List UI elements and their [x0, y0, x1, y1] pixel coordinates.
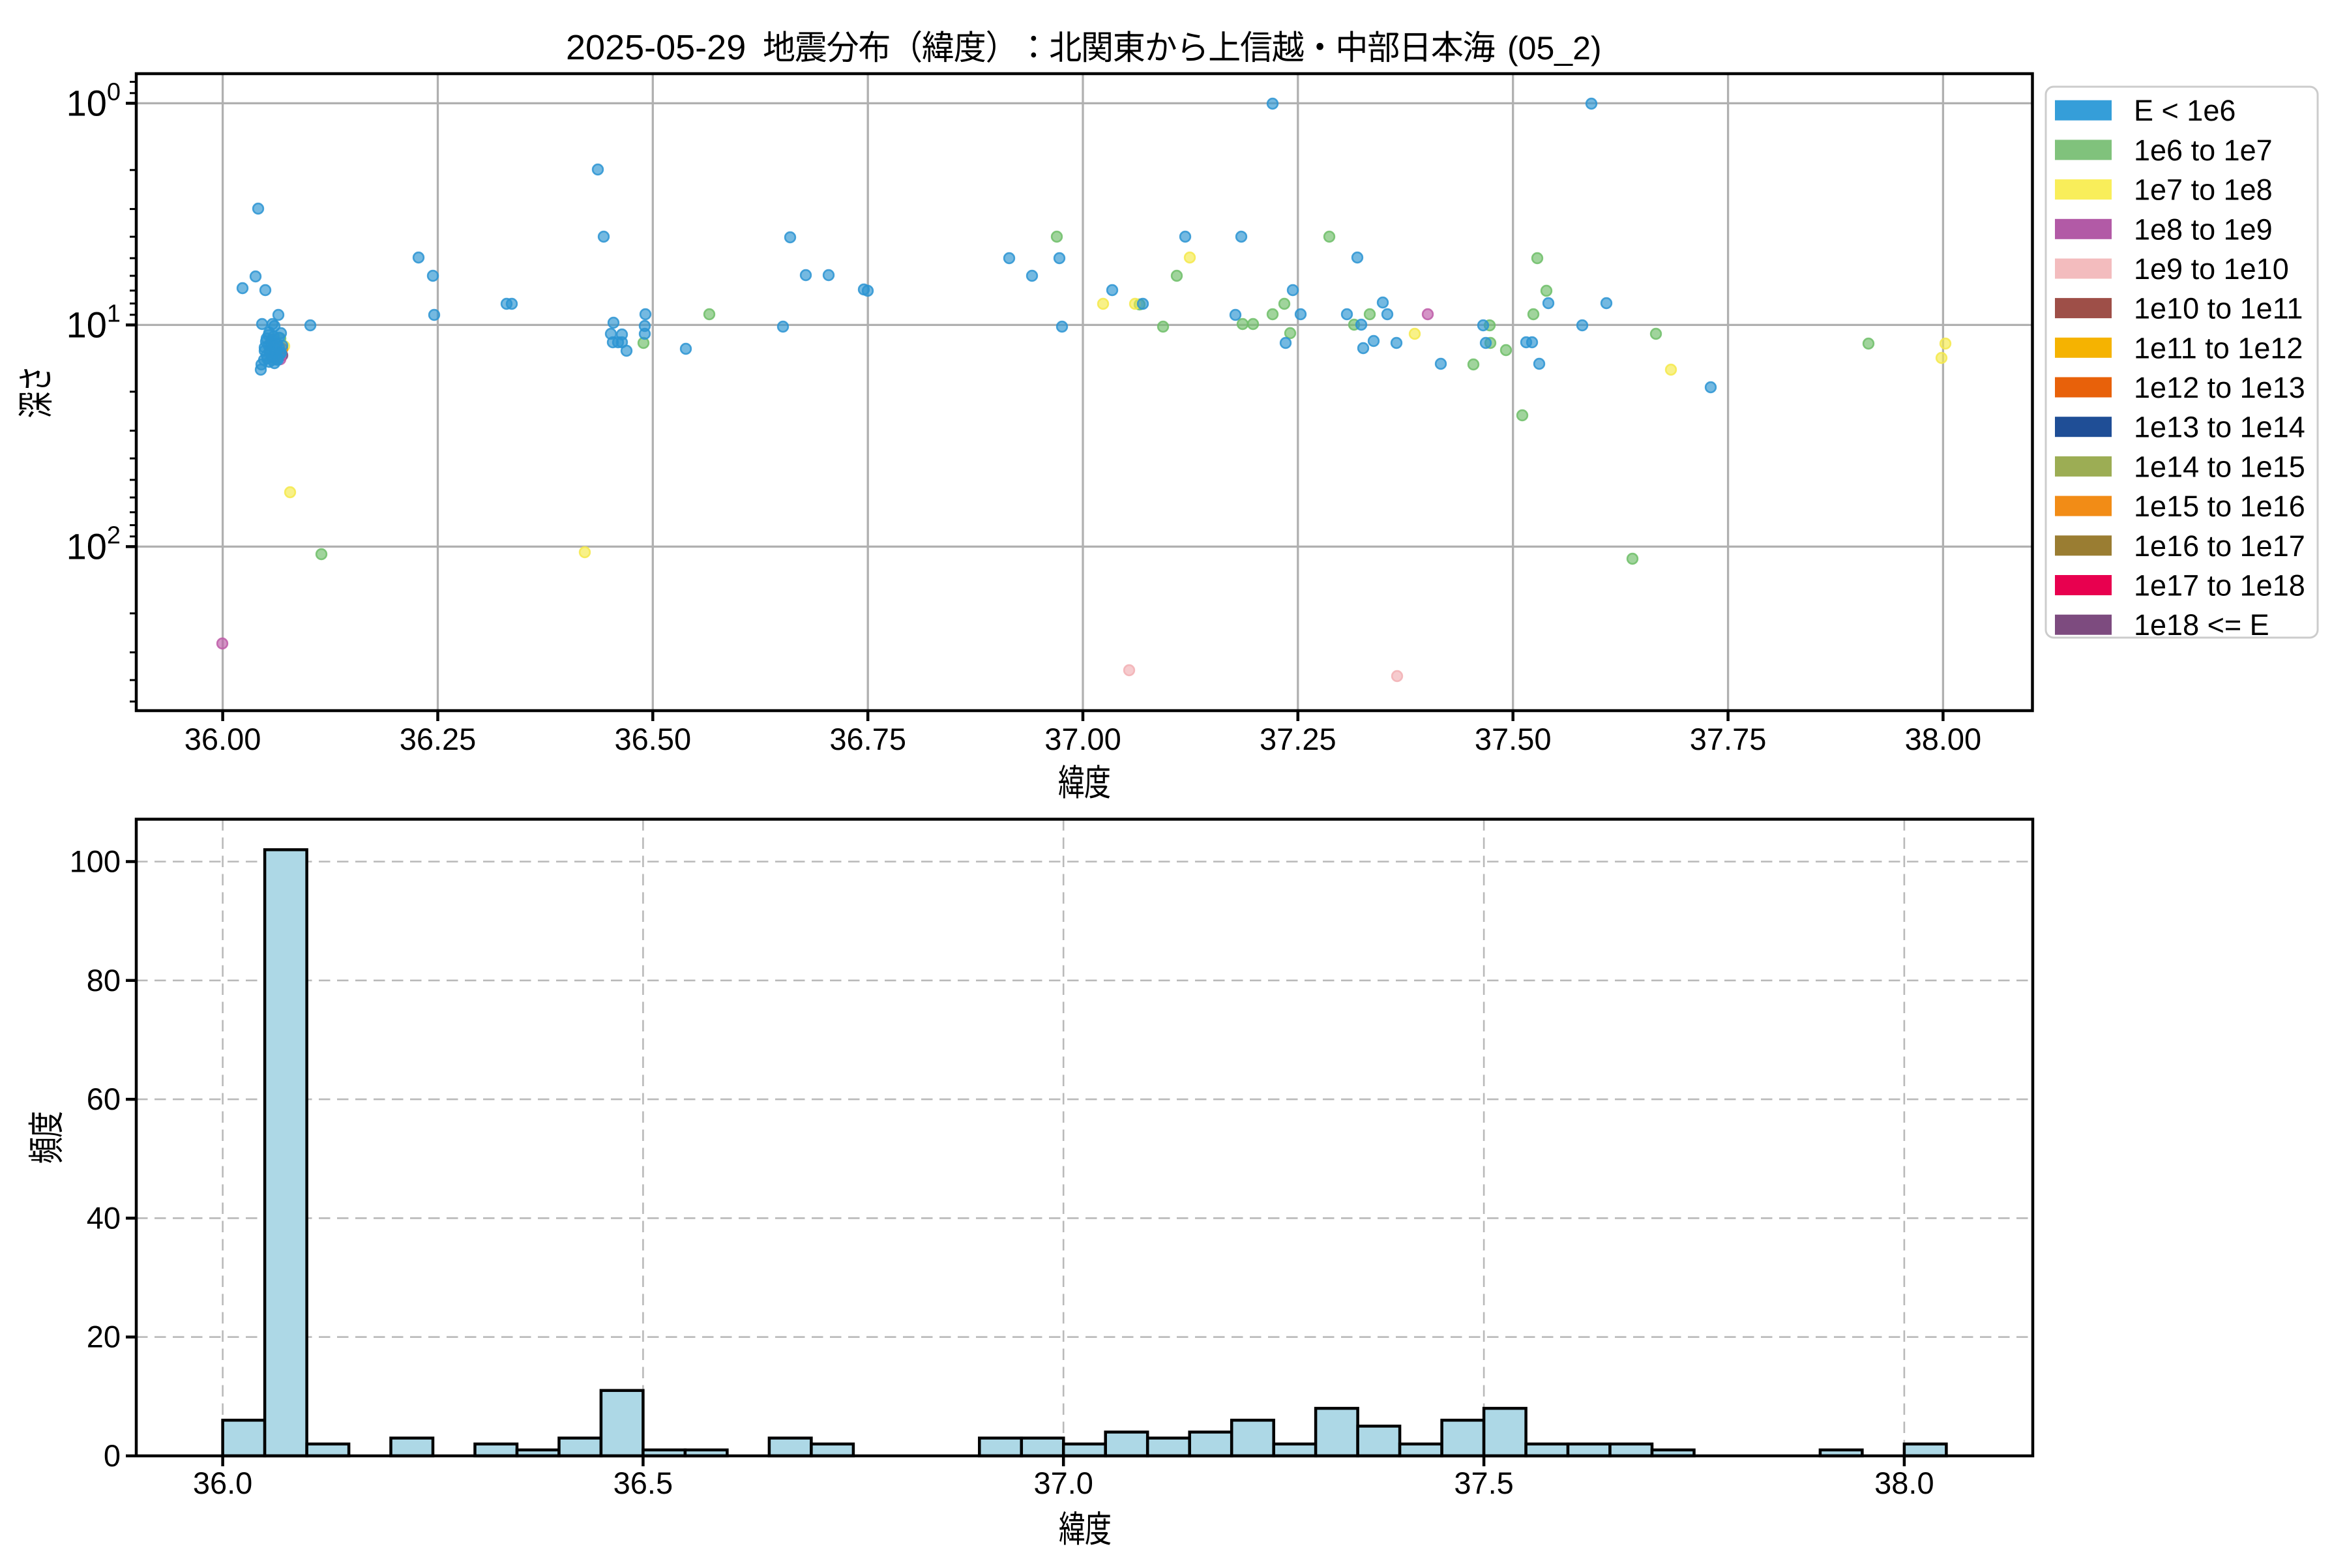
svg-text:37.50: 37.50	[1475, 722, 1552, 756]
svg-text:37.00: 37.00	[1044, 722, 1121, 756]
svg-text:36.25: 36.25	[400, 722, 477, 756]
svg-text:20: 20	[87, 1320, 121, 1354]
svg-text:2025-05-29: 2025-05-29	[566, 28, 746, 67]
svg-text:1e13 to 1e14: 1e13 to 1e14	[2134, 411, 2305, 444]
svg-text:37.25: 37.25	[1260, 722, 1336, 756]
svg-text:37.5: 37.5	[1454, 1466, 1513, 1500]
svg-text:1e14 to 1e15: 1e14 to 1e15	[2134, 450, 2305, 483]
svg-text:38.00: 38.00	[1905, 722, 1982, 756]
svg-text:36.75: 36.75	[829, 722, 906, 756]
svg-text:40: 40	[87, 1200, 121, 1235]
svg-text:1e7 to 1e8: 1e7 to 1e8	[2134, 173, 2273, 207]
svg-text:100: 100	[70, 844, 121, 879]
svg-text:1e17 to 1e18: 1e17 to 1e18	[2134, 569, 2305, 602]
svg-text:1e10 to 1e11: 1e10 to 1e11	[2134, 292, 2303, 325]
svg-text:0: 0	[104, 1438, 121, 1473]
svg-text:E < 1e6: E < 1e6	[2134, 94, 2236, 127]
svg-text:(05_2): (05_2)	[1507, 30, 1602, 67]
svg-text:36.5: 36.5	[613, 1466, 673, 1500]
svg-text:37.0: 37.0	[1033, 1466, 1093, 1500]
svg-text:1e8 to 1e9: 1e8 to 1e9	[2134, 213, 2273, 246]
svg-text:1e12 to 1e13: 1e12 to 1e13	[2134, 371, 2305, 404]
svg-text:80: 80	[87, 963, 121, 998]
svg-text:36.00: 36.00	[185, 722, 261, 756]
svg-text:38.0: 38.0	[1874, 1466, 1934, 1500]
svg-text:36.0: 36.0	[193, 1466, 252, 1500]
svg-text:1e15 to 1e16: 1e15 to 1e16	[2134, 490, 2305, 523]
svg-text:1e9 to 1e10: 1e9 to 1e10	[2134, 252, 2289, 286]
svg-text:60: 60	[87, 1082, 121, 1116]
svg-text:1e16 to 1e17: 1e16 to 1e17	[2134, 529, 2305, 563]
svg-text:1e11 to 1e12: 1e11 to 1e12	[2134, 331, 2303, 364]
svg-text:1e18 <= E: 1e18 <= E	[2134, 608, 2269, 642]
svg-text:36.50: 36.50	[614, 722, 691, 756]
svg-text:100: 100	[66, 78, 121, 123]
svg-text:1e6 to 1e7: 1e6 to 1e7	[2134, 134, 2273, 167]
svg-text:37.75: 37.75	[1690, 722, 1767, 756]
